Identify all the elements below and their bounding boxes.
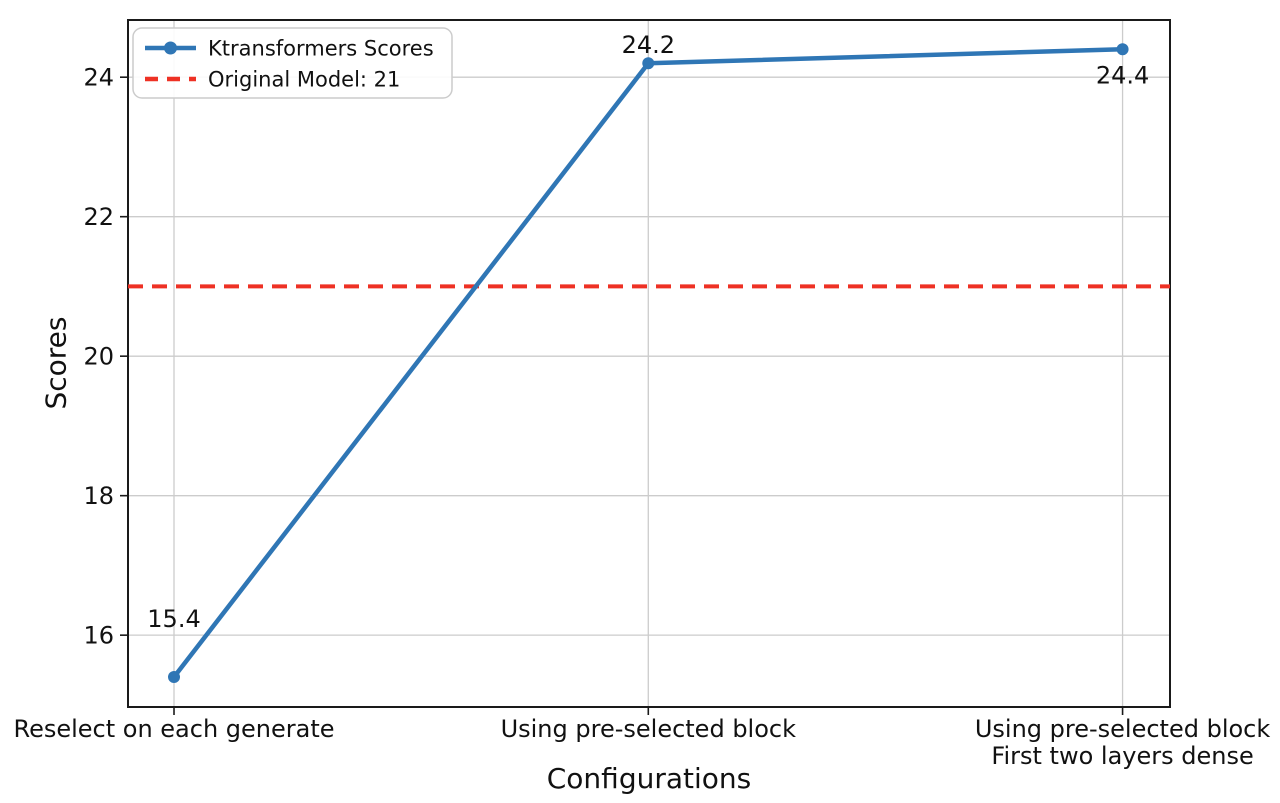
legend-box <box>132 27 453 99</box>
x-tick-label: Using pre-selected block First two layers… <box>975 715 1271 770</box>
point-label: 24.4 <box>1096 61 1149 89</box>
data-point-marker <box>642 57 655 70</box>
y-tick-label: 20 <box>83 343 114 371</box>
x-axis-title: Configurations <box>546 762 752 795</box>
data-point-marker <box>168 671 181 684</box>
point-label: 24.2 <box>622 31 675 59</box>
x-tick-label: Reselect on each generate <box>13 715 334 743</box>
data-point-marker <box>1116 43 1129 56</box>
legend-series-marker-sample <box>164 41 177 55</box>
y-tick-label: 24 <box>83 64 114 92</box>
y-tick-label: 18 <box>83 482 114 510</box>
point-label: 15.4 <box>147 605 200 633</box>
y-axis-title: Scores <box>39 316 73 410</box>
legend-label-series: Ktransformers Scores <box>208 36 434 60</box>
plot-border <box>127 19 1171 708</box>
x-tick-label: Using pre-selected block <box>501 715 797 743</box>
y-tick-label: 16 <box>83 622 114 650</box>
legend-label-reference: Original Model: 21 <box>208 67 400 91</box>
y-tick-label: 22 <box>83 203 114 231</box>
